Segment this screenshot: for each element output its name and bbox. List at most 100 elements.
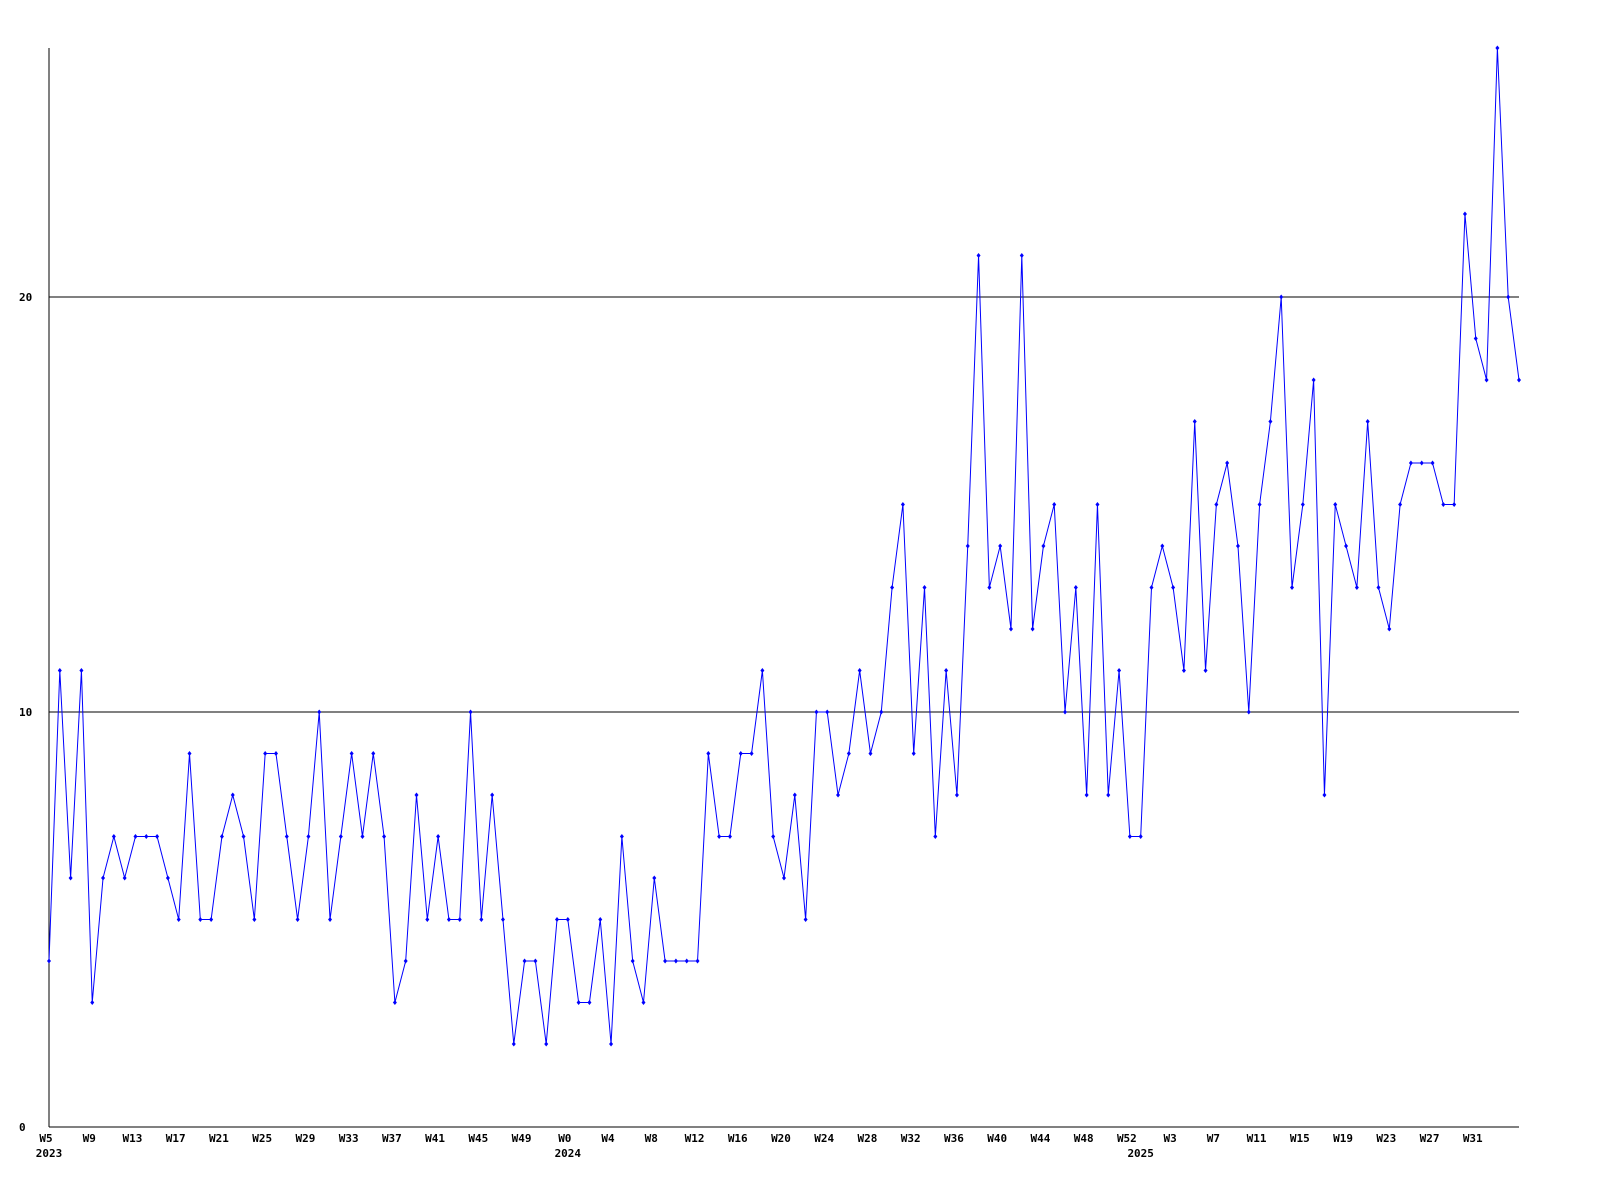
data-point (727, 834, 732, 839)
data-point (1171, 585, 1176, 590)
data-point (738, 751, 743, 756)
data-point (68, 875, 73, 881)
data-point (1506, 294, 1511, 300)
year-label: 2023 (36, 1147, 63, 1160)
data-point (511, 1041, 516, 1047)
y-tick-label: 20 (19, 291, 32, 304)
data-point (1203, 668, 1208, 673)
x-tick-label: W32 (901, 1132, 921, 1145)
data-point (706, 751, 711, 756)
x-tick-label: W9 (83, 1132, 96, 1145)
data-point (144, 834, 149, 839)
x-tick-label: W27 (1420, 1132, 1440, 1145)
year-label: 2024 (555, 1147, 582, 1160)
data-point (122, 875, 127, 881)
data-point (879, 709, 884, 715)
data-point (1041, 543, 1046, 549)
x-tick-label: W13 (123, 1132, 143, 1145)
data-point (328, 917, 333, 922)
data-point (490, 792, 495, 798)
data-point (57, 668, 62, 673)
x-tick-label: W16 (728, 1132, 748, 1145)
data-point (1030, 626, 1035, 632)
x-tick-label: W33 (339, 1132, 359, 1145)
data-point (252, 917, 257, 922)
data-point (1084, 792, 1089, 798)
data-point (1095, 502, 1100, 507)
data-point (90, 1000, 95, 1005)
data-point (565, 917, 570, 922)
data-point (749, 751, 754, 756)
data-point (1008, 626, 1013, 632)
x-tick-label: W48 (1074, 1132, 1094, 1145)
data-point (392, 1000, 397, 1005)
data-point (219, 834, 224, 839)
data-point (954, 792, 959, 798)
x-tick-label: W21 (209, 1132, 229, 1145)
data-point (1344, 543, 1349, 549)
data-point (79, 668, 84, 673)
data-point (803, 917, 808, 922)
x-tick-label: W11 (1247, 1132, 1267, 1145)
x-tick-label: W36 (944, 1132, 964, 1145)
data-point (1063, 709, 1068, 715)
y-tick-label: 0 (19, 1121, 26, 1134)
x-tick-label: W28 (858, 1132, 878, 1145)
data-point (468, 709, 473, 715)
data-point (479, 917, 484, 922)
data-point (47, 958, 51, 964)
data-point (360, 834, 365, 839)
data-point (1268, 419, 1273, 424)
data-point (241, 834, 246, 839)
data-point (771, 834, 776, 839)
data-point (1257, 502, 1262, 507)
data-point (598, 917, 603, 922)
data-point (155, 834, 160, 839)
data-point (349, 751, 354, 756)
data-point (890, 585, 895, 590)
x-tick-label: W15 (1290, 1132, 1310, 1145)
x-tick-label: W40 (987, 1132, 1007, 1145)
data-point (500, 917, 505, 922)
data-point (1408, 460, 1413, 466)
data-point (998, 543, 1003, 549)
x-tick-label: W5 (39, 1132, 52, 1145)
x-tick-label: W20 (771, 1132, 791, 1145)
data-point (663, 958, 668, 964)
data-point (101, 875, 106, 881)
data-point (911, 751, 916, 756)
data-point (619, 834, 624, 839)
data-point (1214, 502, 1219, 507)
data-point (1452, 502, 1457, 507)
data-point (371, 751, 376, 756)
data-point (760, 668, 765, 673)
data-point (673, 958, 678, 964)
data-point (814, 709, 819, 715)
x-tick-label: W31 (1463, 1132, 1483, 1145)
data-point (1181, 668, 1186, 673)
data-point (1311, 377, 1316, 383)
data-point (1376, 585, 1381, 590)
data-point (306, 834, 311, 839)
data-point (436, 834, 441, 839)
data-point (576, 1000, 581, 1005)
data-point (1019, 253, 1024, 258)
data-point (630, 958, 635, 964)
data-point (317, 709, 322, 715)
data-point (1290, 585, 1295, 590)
data-point (1138, 834, 1143, 839)
data-point (900, 502, 905, 507)
data-point (425, 917, 430, 922)
data-point (1052, 502, 1057, 507)
data-point (1419, 460, 1424, 466)
data-point (976, 253, 981, 258)
data-point (825, 709, 830, 715)
data-point (792, 792, 797, 798)
data-point (1387, 626, 1392, 632)
data-point (1430, 460, 1435, 466)
data-point (922, 585, 927, 590)
data-point (544, 1041, 549, 1047)
x-tick-label: W52 (1117, 1132, 1137, 1145)
x-tick-label: W4 (601, 1132, 615, 1145)
data-point (1160, 543, 1165, 549)
